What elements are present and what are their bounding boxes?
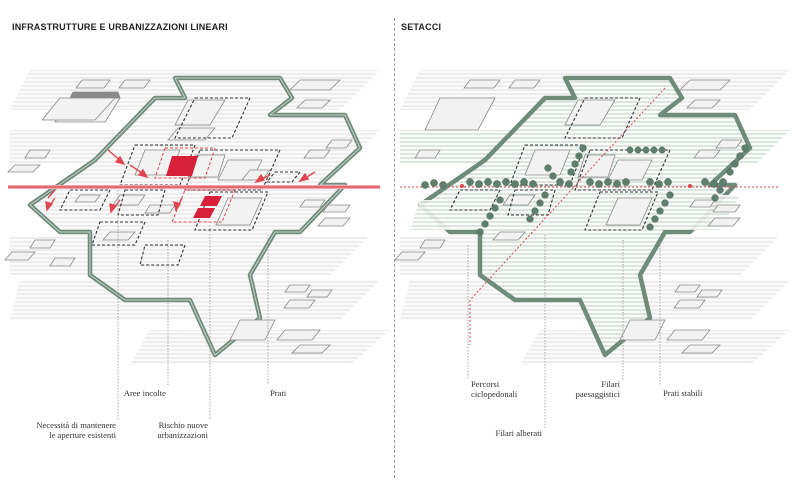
right-panel-title: SETACCI (401, 22, 442, 32)
label-necessita-line2: le aperture esistenti (49, 430, 116, 440)
left-panel-drawing (4, 70, 390, 420)
right-panel-drawing (394, 70, 790, 428)
tree-row-diagonal-c (567, 144, 587, 176)
label-aree-incolte: Aree incolte (123, 388, 166, 398)
tree-row-diagonal-a (476, 196, 504, 236)
right-buildings (394, 79, 743, 354)
tree-row-diagonal-b (526, 164, 557, 223)
right-tree-rows (421, 144, 749, 236)
right-cycle-route (400, 87, 780, 345)
tree-row-diagonal-e (711, 144, 749, 202)
label-rischio-line1: Rischio nuove (158, 420, 208, 430)
left-infrastructure-line (8, 185, 380, 189)
tree-row-horizontal (421, 178, 727, 189)
label-rischio-line2: urbanizzazioni (157, 430, 208, 440)
left-buildings (4, 79, 353, 354)
left-leader-lines (117, 190, 269, 420)
label-prati-stabili: Prati stabili (663, 388, 703, 398)
left-pressure-arrows (45, 149, 316, 214)
label-filari-paesaggistici-line2: paesaggistici (575, 389, 620, 399)
label-prati: Prati (270, 388, 287, 398)
right-route-markers (460, 184, 692, 188)
label-filari-paesaggistici-line1: Filari (601, 379, 620, 389)
left-panel-title: INFRASTRUTTURE E URBANIZZAZIONI LINEARI (12, 22, 228, 32)
right-leader-lines (467, 235, 661, 428)
label-necessita-line1: Necessità di mantenere (36, 420, 116, 430)
tree-row-top (626, 146, 666, 154)
label-percorsi-line1: Percorsi (471, 379, 500, 389)
tree-row-diagonal-d (646, 191, 674, 231)
label-percorsi-line2: ciclopedonali (471, 389, 518, 399)
label-filari-alberati: Filari alberati (495, 428, 542, 438)
panel-divider (394, 18, 395, 478)
left-risk-zones (154, 147, 236, 223)
